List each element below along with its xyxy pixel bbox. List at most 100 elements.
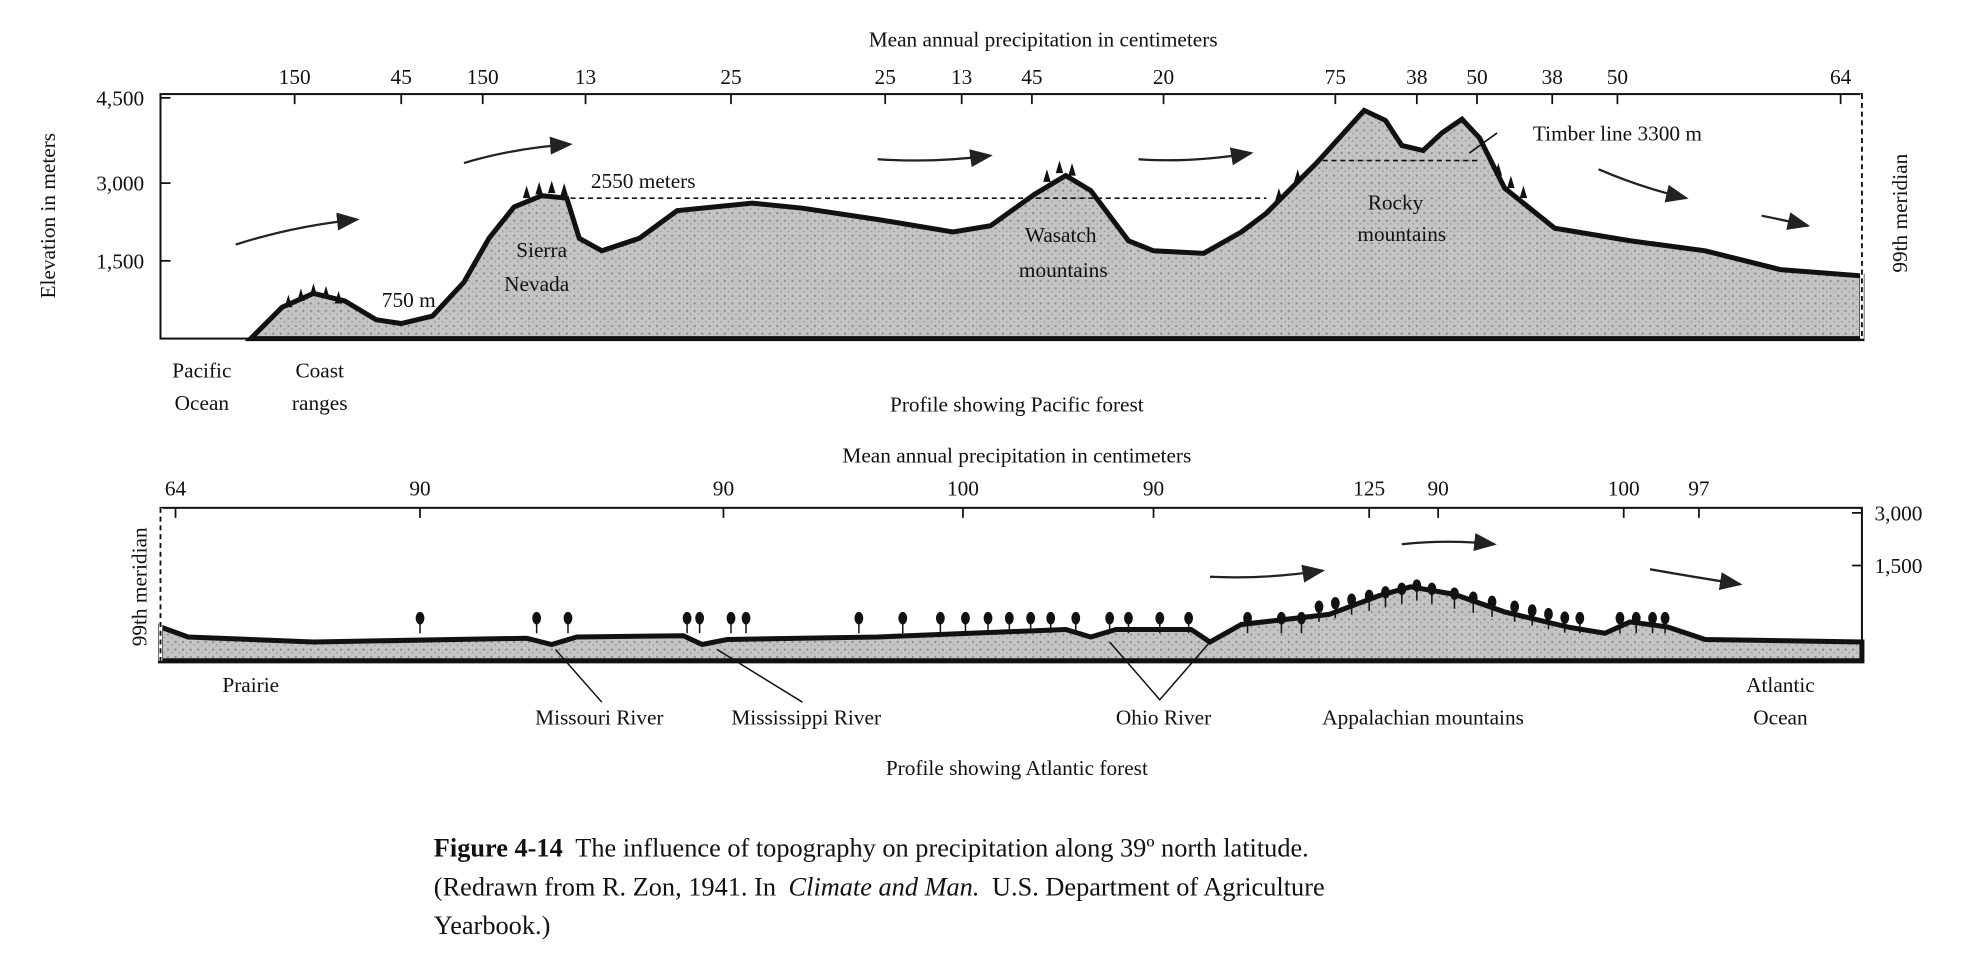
tree-crown [1314,600,1324,614]
tree-crown [682,611,692,625]
place-label: Appalachian mountains [1322,706,1524,730]
tree-crown [854,611,864,625]
wind-arrow [1209,564,1326,583]
tree-crown [1468,591,1478,605]
place-label: Mississippi River [731,706,881,730]
tree-crown [1364,589,1374,603]
tree-crown [1124,611,1133,625]
wind-arrow [1401,533,1497,552]
tree-crown [1243,611,1252,625]
mountain-label: Sierra [516,238,567,262]
tree-crown [1544,607,1553,621]
tree-crown [1397,582,1407,596]
tree [1519,185,1528,199]
tree-crown [1071,611,1081,625]
mountain-label: mountains [1019,258,1108,282]
precip-label: 90 [1427,476,1448,500]
atlantic-profile [157,584,1865,664]
figure-caption: Figure 4-14 The influence of topography o… [434,833,1309,862]
place-label: ranges [292,391,348,415]
y-tick-label: 1,500 [1874,554,1922,578]
caption-part: (Redrawn from R. Zon, 1941. In [434,872,776,901]
caption-part: Climate and Man. [789,872,980,901]
mountain-label: mountains [1357,222,1446,246]
place-label: Ocean [175,391,230,415]
tree-crown [1660,611,1670,625]
precip-label: 38 [1542,65,1563,89]
wind-arrow [1598,168,1689,203]
meridian-label: 99th meridian [1888,153,1912,272]
tree-crown [1575,611,1585,625]
tree [334,290,343,304]
annotation: 750 m [382,288,436,312]
meridian-label: 99th meridian [128,527,152,646]
leader [1469,132,1498,154]
precip-label: 90 [409,476,430,500]
y-tick-label: 4,500 [96,86,144,110]
precip-label: 25 [875,65,896,89]
tree-crown [532,611,542,625]
wind-arrow [463,136,573,165]
tree [560,183,568,196]
tree [1293,169,1302,182]
tree-crown [1277,611,1286,625]
tree-crown [1184,611,1194,625]
tree [522,185,531,199]
tree-crown [1487,595,1497,609]
tree-crown [695,611,705,625]
precip-label: 97 [1688,476,1710,500]
place-label: Ohio River [1116,706,1211,730]
tree-crown [1648,611,1657,625]
place-label: Ocean [1753,706,1808,730]
mountain-label: Nevada [504,272,570,296]
wind-arrow [1649,568,1743,591]
y-tick-label: 3,000 [1874,501,1922,525]
place-label: Pacific [172,358,231,382]
mountain-label: Wasatch [1025,223,1097,247]
place-label: Missouri River [535,706,663,730]
tree [297,288,305,301]
tree-crown [1615,611,1625,625]
wind-arrow [235,212,360,246]
tree [535,181,543,195]
precip-label: 45 [1021,65,1042,89]
precip-label: 125 [1353,476,1385,500]
caption-part: Figure 4-14 [434,833,563,862]
precip-label: 64 [1830,65,1852,89]
tree-crown [726,611,736,625]
tree [1494,163,1503,176]
tree-crown [1105,611,1115,625]
tree [284,294,293,308]
place-label: Atlantic [1746,673,1815,697]
y-tick-label: 1,500 [96,249,144,273]
precip-label: 50 [1607,65,1628,89]
tree-crown [1412,579,1422,592]
precip-label: 75 [1325,65,1346,89]
mountain-label: Rocky [1368,190,1424,214]
tree-crown [961,611,970,625]
figure-caption: (Redrawn from R. Zon, 1941. In Climate an… [434,872,1325,901]
tree-crown [741,611,751,625]
tree [1043,169,1051,182]
caption-part: U.S. Department of Agriculture [992,872,1325,901]
precip-label: 100 [1608,476,1640,500]
precip-label: 25 [720,65,741,89]
precip-label: 64 [165,476,187,500]
tree [309,283,318,296]
wind-arrow [1138,147,1254,166]
tree-crown [935,611,945,625]
tree-crown [1560,611,1570,624]
tree-crown [1155,611,1165,625]
tree-crown [898,611,908,625]
tree-crown [1026,611,1036,625]
precip-label: 45 [391,65,412,89]
precip-label: 90 [1143,476,1164,500]
precip-label: 100 [947,476,979,500]
river-leaders [554,641,1211,703]
trees [284,160,1670,634]
place-label: Prairie [222,673,279,697]
axis-title: Mean annual precipitation in centimeters [869,27,1218,51]
place-label: Coast [295,358,344,382]
